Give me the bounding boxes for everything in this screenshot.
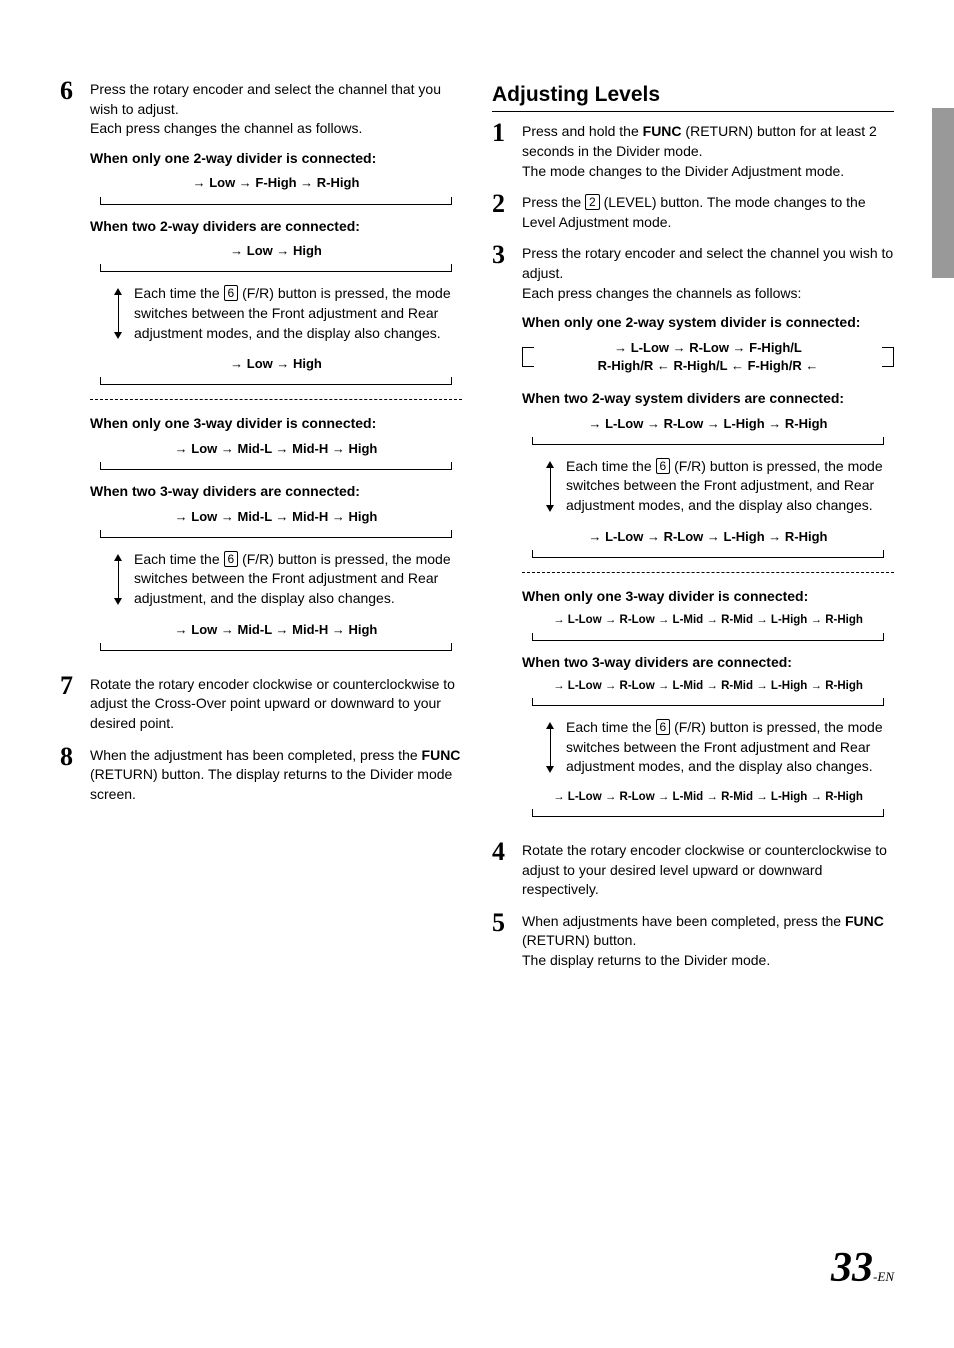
step-number: 1: [492, 120, 522, 181]
step-body: Press the rotary encoder and select the …: [90, 80, 462, 663]
side-tab: [932, 108, 954, 278]
note-text: Each time the 6 (F/R) button is pressed,…: [134, 550, 462, 609]
two-line-cycle: → L-Low → R-Low → F-High/L R-High/R ← R-…: [522, 337, 894, 377]
cycle-box: → L-Low → R-Low → L-High → R-High: [522, 526, 894, 558]
step6-h2: When two 2-way dividers are connected:: [90, 217, 462, 237]
step3-h1: When only one 2-way system divider is co…: [522, 313, 894, 333]
step-body: Press the 2 (LEVEL) button. The mode cha…: [522, 193, 894, 232]
main-columns: 6 Press the rotary encoder and select th…: [60, 80, 894, 983]
page-number: 33: [831, 1245, 873, 1291]
cycle-box: → Low → High: [90, 240, 462, 272]
key-6: 6: [656, 719, 671, 735]
step3-h4: When two 3-way dividers are connected:: [522, 653, 894, 673]
cycle-text: → Low → Mid-L → Mid-H → High: [100, 619, 452, 641]
step-number: 6: [60, 78, 90, 663]
step6-intro-a: Press the rotary encoder and select the …: [90, 80, 462, 119]
note-box: Each time the 6 (F/R) button is pressed,…: [542, 457, 894, 516]
step-4: 4 Rotate the rotary encoder clockwise or…: [492, 841, 894, 900]
cycle-text: → Low → Mid-L → Mid-H → High: [100, 506, 452, 528]
step-7: 7 Rotate the rotary encoder clockwise or…: [60, 675, 462, 734]
cycle-row: → L-Low → R-Low → F-High/L: [536, 339, 880, 357]
cycle-text: → Low → Mid-L → Mid-H → High: [100, 438, 452, 460]
right-column: Adjusting Levels 1 Press and hold the FU…: [492, 80, 894, 983]
cycle-box: → Low → F-High → R-High: [90, 172, 462, 204]
step-body: Rotate the rotary encoder clockwise or c…: [90, 675, 462, 734]
step-number: 4: [492, 839, 522, 900]
cycle-bracket: [100, 377, 452, 385]
note-text: Each time the 6 (F/R) button is pressed,…: [566, 457, 894, 516]
cycle-bracket: [532, 550, 884, 558]
step-6: 6 Press the rotary encoder and select th…: [60, 80, 462, 663]
step-1: 1 Press and hold the FUNC (RETURN) butto…: [492, 122, 894, 181]
step-number: 2: [492, 191, 522, 232]
dashed-separator: [522, 572, 894, 573]
cycle-box: → Low → High: [90, 353, 462, 385]
cycle-row: R-High/R ← R-High/L ← F-High/R ←: [536, 357, 880, 375]
key-6: 6: [224, 285, 239, 301]
step3-h2: When two 2-way system dividers are conne…: [522, 389, 894, 409]
cycle-bracket: [532, 809, 884, 817]
cycle-bracket: [100, 264, 452, 272]
key-6: 6: [656, 458, 671, 474]
step-3: 3 Press the rotary encoder and select th…: [492, 244, 894, 829]
step6-h3: When only one 3-way divider is connected…: [90, 414, 462, 434]
cycle-text: → L-Low → R-Low → L-Mid → R-Mid → L-High…: [532, 676, 884, 696]
double-arrow-icon: [542, 457, 560, 516]
bracket-left: [522, 347, 534, 367]
note-box: Each time the 6 (F/R) button is pressed,…: [542, 718, 894, 777]
double-arrow-icon: [110, 550, 128, 609]
step6-h1: When only one 2-way divider is connected…: [90, 149, 462, 169]
cycle-box: → L-Low → R-Low → L-Mid → R-Mid → L-High…: [522, 610, 894, 640]
step-body: Press and hold the FUNC (RETURN) button …: [522, 122, 894, 181]
step-body: When the adjustment has been completed, …: [90, 746, 462, 805]
cycle-text: → Low → High: [100, 240, 452, 262]
cycle-box: → L-Low → R-Low → L-High → R-High: [522, 413, 894, 445]
page-footer: 33-EN: [831, 1239, 894, 1298]
cycle-bracket: [532, 437, 884, 445]
cycle-text: → Low → High: [100, 353, 452, 375]
step3-h3: When only one 3-way divider is connected…: [522, 587, 894, 607]
double-arrow-icon: [110, 284, 128, 343]
key-6: 6: [224, 551, 239, 567]
step-2: 2 Press the 2 (LEVEL) button. The mode c…: [492, 193, 894, 232]
step-5: 5 When adjustments have been completed, …: [492, 912, 894, 971]
step-8: 8 When the adjustment has been completed…: [60, 746, 462, 805]
cycle-box: → L-Low → R-Low → L-Mid → R-Mid → L-High…: [522, 676, 894, 706]
key-2: 2: [585, 194, 600, 210]
dashed-separator: [90, 399, 462, 400]
step-body: Press the rotary encoder and select the …: [522, 244, 894, 829]
cycle-text: → Low → F-High → R-High: [100, 172, 452, 194]
cycle-box: → Low → Mid-L → Mid-H → High: [90, 438, 462, 470]
step-number: 3: [492, 242, 522, 829]
step-body: When adjustments have been completed, pr…: [522, 912, 894, 971]
note-box: Each time the 6 (F/R) button is pressed,…: [110, 550, 462, 609]
note-text: Each time the 6 (F/R) button is pressed,…: [134, 284, 462, 343]
cycle-text: → L-Low → R-Low → L-Mid → R-Mid → L-High…: [532, 610, 884, 630]
cycle-bracket: [100, 643, 452, 651]
note-box: Each time the 6 (F/R) button is pressed,…: [110, 284, 462, 343]
bracket-right: [882, 347, 894, 367]
double-arrow-icon: [542, 718, 560, 777]
cycle-bracket: [100, 530, 452, 538]
cycle-box: → Low → Mid-L → Mid-H → High: [90, 619, 462, 651]
step-body: Rotate the rotary encoder clockwise or c…: [522, 841, 894, 900]
cycle-text: → L-Low → R-Low → L-High → R-High: [532, 413, 884, 435]
cycle-bracket: [100, 197, 452, 205]
step6-h4: When two 3-way dividers are connected:: [90, 482, 462, 502]
page-suffix: -EN: [873, 1269, 894, 1284]
cycle-box: → Low → Mid-L → Mid-H → High: [90, 506, 462, 538]
cycle-text: → L-Low → R-Low → L-High → R-High: [532, 526, 884, 548]
step-number: 8: [60, 744, 90, 805]
step6-intro-b: Each press changes the channel as follow…: [90, 119, 462, 139]
cycle-box: → L-Low → R-Low → L-Mid → R-Mid → L-High…: [522, 787, 894, 817]
cycle-text: → L-Low → R-Low → L-Mid → R-Mid → L-High…: [532, 787, 884, 807]
step-number: 7: [60, 673, 90, 734]
left-column: 6 Press the rotary encoder and select th…: [60, 80, 462, 983]
step-number: 5: [492, 910, 522, 971]
section-title: Adjusting Levels: [492, 80, 894, 112]
cycle-bracket: [100, 462, 452, 470]
cycle-bracket: [532, 633, 884, 641]
cycle-bracket: [532, 698, 884, 706]
note-text: Each time the 6 (F/R) button is pressed,…: [566, 718, 894, 777]
